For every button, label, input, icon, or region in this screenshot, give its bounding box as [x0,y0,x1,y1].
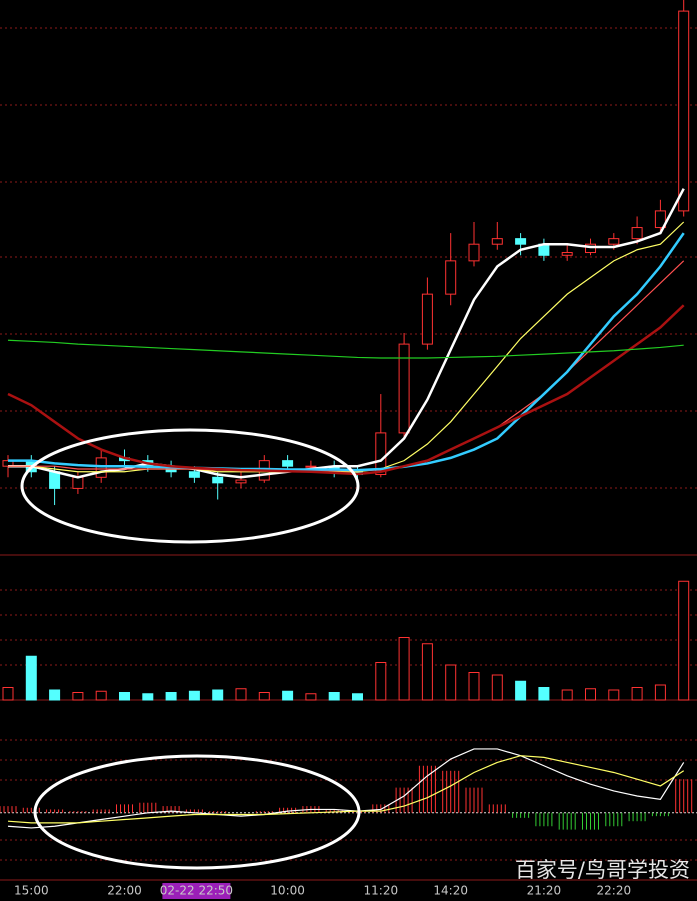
candle-body [305,465,317,468]
volume-bar [282,690,294,701]
volume-bar [561,689,573,701]
ma-line [8,221,685,473]
candle-body [515,238,527,245]
candle-body [678,10,690,212]
volume-bar [212,689,224,701]
ma-line [8,232,685,472]
volume-bar [468,672,480,701]
volume-bar [491,674,503,701]
x-tick-label: 21:20 [527,884,562,898]
candle-body [49,471,61,489]
candle-body [235,479,247,484]
candle-body [631,227,643,240]
volume-bar [515,680,527,701]
volume-bar [585,688,596,701]
volume-bar [25,655,37,701]
volume-bar [142,693,154,701]
volume-bar [188,690,200,701]
volume-bar [258,692,270,701]
volume-bar [328,692,340,701]
macd-line [7,755,685,824]
candle-body [212,476,224,484]
volume-bar [678,580,690,701]
volume-bar [654,684,666,701]
candle-body [608,238,620,245]
candle-body [585,243,596,254]
candle-body [72,476,84,489]
volume-bar [445,664,457,701]
candle-body [375,432,387,476]
candle-body [654,210,666,229]
watermark: 百家号/鸟哥学投资 [515,858,690,882]
candle-body [95,457,107,478]
volume-bar [375,662,387,701]
candle-body [445,260,457,295]
macd-line [7,748,685,829]
ma-line [7,339,684,359]
candle-body [468,243,480,262]
highlight-ellipse [33,754,361,870]
volume-bar [72,692,84,701]
volume-bar [165,692,177,701]
volume-bar [2,687,14,701]
time-axis: 15:00 22:00 02-22 22:50 10:00 11:20 14:20 21:2… [14,883,631,899]
candle-body [491,238,503,245]
volume-bar [95,690,107,701]
volume-bar [352,693,363,701]
candle-body [561,252,573,256]
volume-bar [49,689,61,701]
volume-bar [608,689,620,701]
candle-body [188,471,200,478]
x-tick-label: 14:20 [433,884,468,898]
candle-body [421,293,433,345]
marks [0,0,697,830]
highlight-ellipse [20,428,360,544]
volume-bar [235,688,247,701]
volume-bar [421,643,433,701]
cursor-label-bg [162,883,231,899]
volume-bar [538,687,550,701]
ma-line [7,304,685,476]
x-tick-label: 22:20 [597,884,632,898]
candle-body [398,343,410,434]
volume-bar [631,687,643,701]
x-tick-label: 10:00 [270,884,305,898]
x-tick-label: 15:00 [14,884,49,898]
candle-body [282,460,294,467]
volume-bar [305,693,317,701]
volume-bar [119,692,130,701]
grid [0,27,697,861]
x-tick-label: 22:00 [107,884,142,898]
volume-bar [398,637,410,701]
x-tick-label: 02-22 22:50 [160,884,233,898]
x-tick-label: 11:20 [364,884,399,898]
